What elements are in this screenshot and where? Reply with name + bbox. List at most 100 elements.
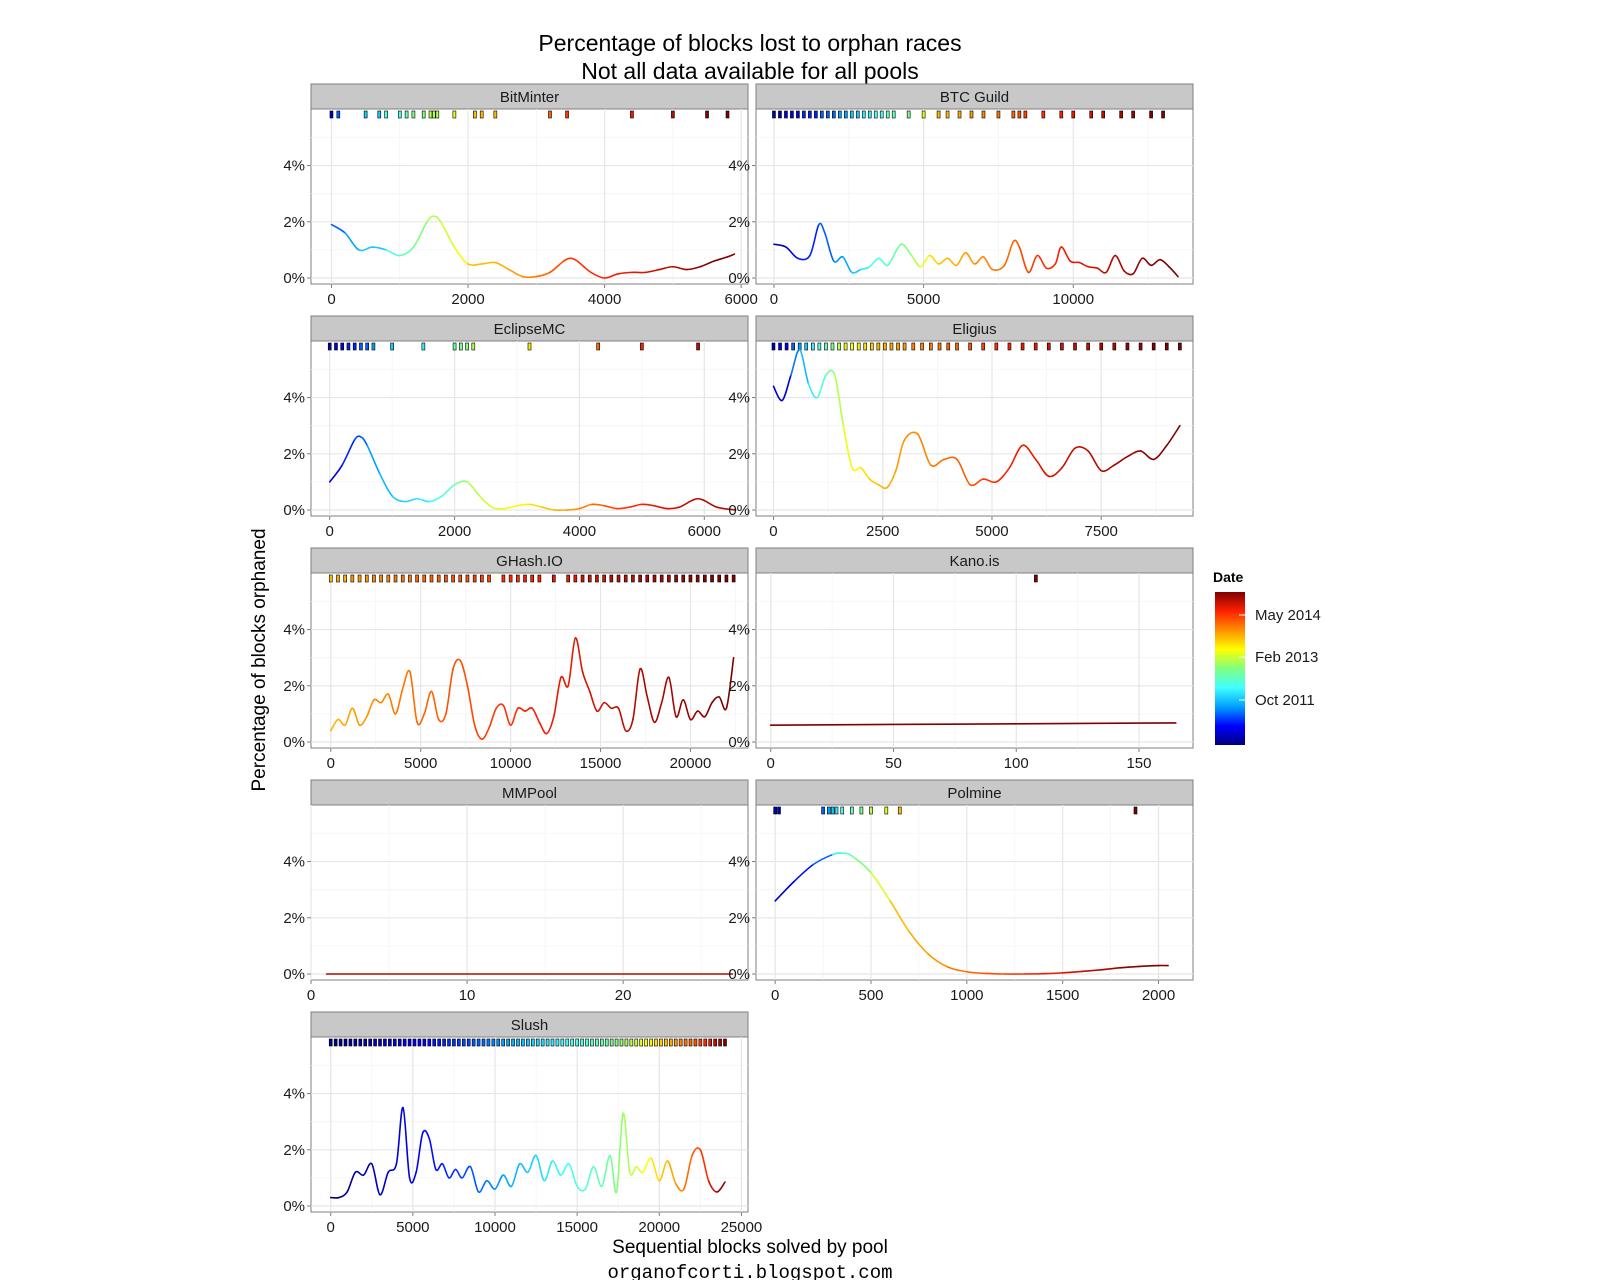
rug-tick bbox=[850, 342, 854, 351]
rug-tick bbox=[859, 806, 864, 815]
rug-tick bbox=[447, 1038, 451, 1047]
rug-tick bbox=[1023, 110, 1028, 119]
rug-tick bbox=[678, 1038, 683, 1047]
rug-tick bbox=[654, 1038, 658, 1047]
line-segment bbox=[401, 669, 411, 690]
y-tick-label: 2% bbox=[728, 678, 750, 695]
line-segment bbox=[927, 953, 949, 968]
rug-tick bbox=[772, 110, 776, 119]
line-segment bbox=[1113, 455, 1129, 466]
line-segment bbox=[916, 433, 932, 466]
line-segment bbox=[685, 265, 702, 271]
rug-ticks bbox=[773, 806, 1138, 815]
panel-strip bbox=[310, 83, 749, 110]
y-tick-label: 2% bbox=[283, 1142, 305, 1159]
line-segment bbox=[576, 1185, 587, 1192]
y-tick-label: 0% bbox=[283, 502, 305, 519]
line-segment bbox=[1096, 267, 1107, 274]
line-segment bbox=[531, 707, 541, 724]
panel-grid bbox=[311, 341, 748, 516]
line-segment bbox=[982, 256, 994, 271]
rug-tick bbox=[674, 574, 678, 583]
line-segment bbox=[1152, 444, 1168, 461]
x-tick-label: 0 bbox=[327, 755, 335, 772]
line-segment bbox=[615, 1112, 624, 1193]
y-tick-label: 0% bbox=[283, 270, 305, 287]
line-segment bbox=[666, 506, 681, 510]
x-tick-label: 20 bbox=[615, 987, 632, 1004]
line-segment bbox=[964, 251, 976, 265]
line-segment bbox=[567, 637, 577, 687]
rug-tick bbox=[1060, 342, 1064, 351]
line-segment bbox=[1159, 258, 1170, 268]
rug-tick bbox=[357, 574, 362, 583]
panel-plot-area bbox=[755, 804, 1194, 981]
line-segment bbox=[590, 271, 606, 279]
rug-tick bbox=[537, 574, 542, 583]
x-tick-label: 4000 bbox=[588, 291, 621, 308]
rug-tick bbox=[609, 574, 614, 583]
orphan-rate-line bbox=[328, 435, 737, 512]
line-segment bbox=[658, 1160, 669, 1182]
rug-tick bbox=[1161, 110, 1165, 119]
rug-tick bbox=[486, 1038, 491, 1047]
line-segment bbox=[985, 972, 1006, 975]
line-segment bbox=[366, 444, 381, 475]
line-segment bbox=[481, 727, 490, 740]
y-tick-label: 0% bbox=[283, 1198, 305, 1215]
rug-tick bbox=[551, 574, 556, 583]
line-segment bbox=[403, 497, 418, 503]
rug-tick bbox=[777, 806, 781, 815]
rug-tick bbox=[580, 1038, 584, 1047]
line-segment bbox=[1008, 444, 1024, 469]
line-segment bbox=[409, 670, 418, 724]
line-segment bbox=[581, 670, 591, 693]
x-tick-label: 2000 bbox=[451, 291, 484, 308]
rug-tick bbox=[471, 342, 476, 351]
rug-tick bbox=[465, 574, 470, 583]
rug-tick bbox=[333, 1038, 338, 1047]
rug-tick bbox=[936, 110, 941, 119]
rug-tick bbox=[1131, 110, 1135, 119]
line-segment bbox=[441, 483, 456, 497]
rug-tick bbox=[353, 1038, 358, 1047]
rug-tick bbox=[808, 110, 812, 119]
x-tick-label: 10000 bbox=[490, 755, 532, 772]
x-tick-label: 0 bbox=[771, 987, 779, 1004]
panel-strip bbox=[310, 547, 749, 574]
line-segment bbox=[330, 223, 346, 234]
line-segment bbox=[398, 246, 415, 257]
line-segment bbox=[697, 497, 718, 508]
y-tick-label: 0% bbox=[283, 966, 305, 983]
rug-tick bbox=[817, 342, 822, 351]
rug-tick bbox=[688, 1038, 693, 1047]
x-tick-label: 0 bbox=[326, 523, 334, 540]
x-tick-label: 50 bbox=[885, 755, 902, 772]
line-segment bbox=[578, 503, 593, 510]
line-segment bbox=[591, 503, 606, 507]
rug-tick bbox=[1086, 342, 1090, 351]
rug-tick bbox=[436, 574, 441, 583]
x-tick-label: 5000 bbox=[907, 291, 940, 308]
x-tick-label: 10000 bbox=[474, 1219, 516, 1236]
rug-tick bbox=[659, 1038, 663, 1047]
line-segment bbox=[1138, 964, 1160, 968]
rug-tick bbox=[343, 574, 347, 583]
rug-tick bbox=[1011, 110, 1016, 119]
rug-tick bbox=[560, 1038, 565, 1047]
line-segment bbox=[793, 863, 815, 883]
rug-tick bbox=[526, 1038, 530, 1047]
line-segment bbox=[678, 497, 699, 508]
orphan-rate-line bbox=[774, 852, 1169, 975]
rug-tick bbox=[683, 1038, 688, 1047]
rug-tick bbox=[350, 574, 355, 583]
rug-tick bbox=[1071, 110, 1076, 119]
x-tick-label: 10 bbox=[459, 987, 476, 1004]
rug-tick bbox=[506, 1038, 510, 1047]
rug-tick bbox=[856, 342, 861, 351]
line-segment bbox=[628, 503, 643, 508]
rug-tick bbox=[604, 1038, 609, 1047]
line-segment bbox=[528, 503, 543, 508]
y-tick-label: 4% bbox=[728, 622, 750, 639]
rug-tick bbox=[365, 342, 369, 351]
